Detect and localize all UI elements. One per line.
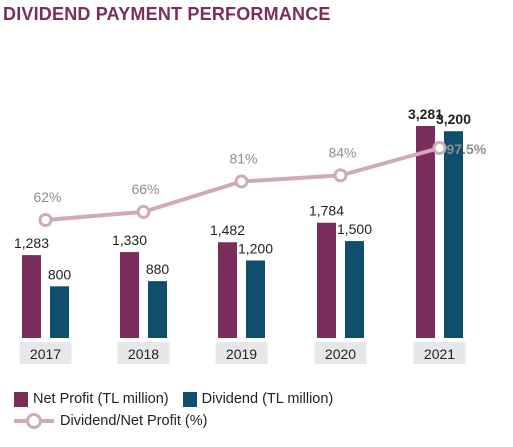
bar-net-profit-2018: [120, 252, 139, 338]
bar-dividend-2020: [345, 241, 364, 338]
bar-dividend-2021: [444, 131, 463, 338]
data-label-net-profit-2019: 1,482: [210, 222, 245, 238]
data-label-net-profit-2021: 3,281: [408, 106, 443, 122]
legend-label-dividend: Dividend (TL million): [201, 391, 334, 407]
data-label-net-profit-2017: 1,283: [14, 235, 49, 251]
year-label-2017: 2017: [30, 346, 61, 362]
year-label-2021: 2021: [424, 346, 455, 362]
legend-label-net-profit: Net Profit (TL million): [33, 391, 169, 407]
ratio-label-2018: 66%: [131, 181, 159, 197]
bar-net-profit-2019: [218, 242, 237, 338]
year-label-2019: 2019: [226, 346, 257, 362]
ratio-label-2017: 62%: [33, 189, 61, 205]
year-label-bg-2017: [19, 342, 72, 364]
data-label-net-profit-2020: 1,784: [309, 203, 344, 219]
bar-dividend-2018: [148, 281, 167, 338]
year-label-bg-2018: [117, 342, 170, 364]
year-label-2018: 2018: [128, 346, 159, 362]
legend-swatch-ratio: [14, 413, 54, 429]
ratio-point-2021: [432, 141, 447, 155]
data-label-net-profit-2018: 1,330: [112, 232, 147, 248]
year-label-bg-2021: [413, 342, 466, 364]
legend-row-bars: Net Profit (TL million) Dividend (TL mil…: [14, 388, 333, 410]
bar-net-profit-2017: [22, 255, 41, 338]
legend-swatch-dividend: [182, 391, 197, 407]
ratio-label-2021: 97.5%: [447, 141, 487, 157]
data-label-dividend-2018: 880: [146, 261, 170, 277]
data-label-dividend-2017: 800: [48, 266, 72, 282]
bar-dividend-2017: [50, 286, 69, 338]
ratio-point-2017: [38, 213, 53, 227]
legend-label-ratio: Dividend/Net Profit (%): [60, 413, 208, 429]
bar-net-profit-2021: [416, 126, 435, 338]
legend: Net Profit (TL million) Dividend (TL mil…: [14, 388, 333, 432]
year-label-2020: 2020: [325, 346, 356, 362]
data-label-dividend-2020: 1,500: [337, 221, 372, 237]
ratio-label-2019: 81%: [229, 150, 257, 166]
data-label-dividend-2021: 3,200: [436, 111, 471, 127]
bar-net-profit-2020: [317, 222, 336, 338]
data-label-dividend-2019: 1,200: [238, 240, 273, 256]
ratio-point-2018: [136, 204, 151, 219]
ratio-point-2019: [234, 174, 249, 189]
bar-dividend-2019: [246, 260, 265, 338]
legend-swatch-net-profit: [14, 391, 28, 407]
ratio-label-2020: 84%: [328, 144, 356, 160]
ratio-point-2020: [333, 168, 348, 183]
chart-title: DIVIDEND PAYMENT PERFORMANCE: [3, 4, 331, 24]
year-label-bg-2019: [215, 342, 268, 364]
legend-row-ratio: Dividend/Net Profit (%): [14, 410, 333, 432]
year-label-bg-2020: [314, 342, 367, 364]
